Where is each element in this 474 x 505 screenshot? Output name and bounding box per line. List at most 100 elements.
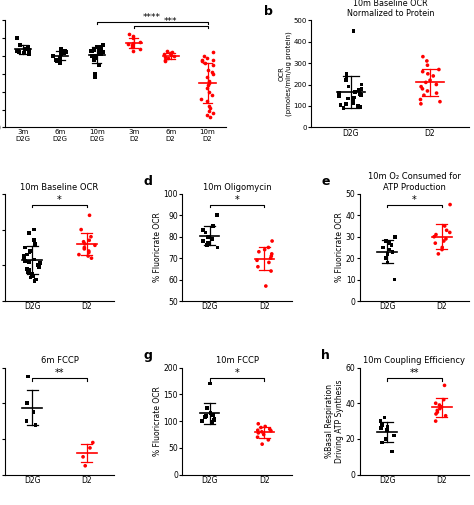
Y-axis label: %Basal Respiration
Driving ATP Synthesis: %Basal Respiration Driving ATP Synthesis	[325, 379, 345, 463]
Point	[385, 239, 393, 247]
Point	[417, 83, 425, 91]
Text: **: **	[410, 368, 419, 378]
Point	[87, 46, 94, 55]
Point	[161, 53, 168, 61]
Title: 10m Baseline OCR
Normalized to Protein: 10m Baseline OCR Normalized to Protein	[346, 0, 434, 18]
Point	[26, 50, 33, 58]
Point	[349, 95, 357, 104]
Point	[97, 45, 105, 53]
Point	[432, 399, 439, 407]
Point	[137, 37, 144, 45]
Point	[198, 57, 206, 65]
Point	[203, 241, 210, 249]
Point	[85, 236, 93, 244]
Point	[203, 54, 210, 62]
Point	[209, 411, 217, 419]
Point	[100, 41, 107, 49]
Point	[261, 245, 268, 254]
Point	[96, 48, 104, 57]
Point	[84, 252, 92, 260]
Text: ***: ***	[164, 17, 177, 26]
Point	[446, 228, 454, 236]
Point	[356, 90, 364, 98]
Point	[257, 424, 265, 432]
Point	[205, 102, 213, 110]
Point	[210, 109, 217, 117]
Point	[62, 48, 70, 57]
Point	[85, 247, 92, 255]
Point	[20, 254, 28, 262]
Point	[129, 32, 137, 40]
Point	[35, 263, 43, 271]
Point	[207, 409, 214, 417]
Point	[210, 415, 218, 423]
Point	[200, 52, 208, 60]
Point	[255, 420, 262, 428]
Point	[382, 435, 389, 443]
Point	[23, 250, 31, 259]
Point	[203, 84, 211, 92]
Point	[163, 46, 171, 55]
Point	[166, 49, 173, 57]
Point	[443, 226, 450, 234]
Point	[97, 45, 104, 54]
Y-axis label: % Fluoricrate OCR: % Fluoricrate OCR	[153, 386, 162, 456]
Point	[206, 113, 214, 121]
Point	[209, 222, 217, 230]
Point	[203, 111, 210, 119]
Point	[201, 413, 209, 421]
Point	[209, 61, 217, 69]
Point	[255, 247, 263, 256]
Point	[350, 93, 358, 102]
Point	[129, 46, 137, 55]
Point	[128, 41, 136, 49]
Text: *: *	[412, 194, 417, 205]
Point	[422, 78, 429, 86]
Point	[30, 236, 38, 244]
Point	[16, 41, 24, 49]
Point	[92, 54, 100, 62]
Point	[13, 47, 21, 56]
Title: 10m Oligomycin: 10m Oligomycin	[203, 183, 271, 192]
Point	[25, 229, 33, 237]
Point	[429, 72, 437, 80]
Point	[91, 70, 99, 78]
Point	[205, 80, 212, 88]
Point	[30, 256, 37, 264]
Point	[136, 45, 144, 53]
Point	[442, 412, 449, 420]
Point	[378, 421, 386, 429]
Point	[266, 425, 273, 433]
Point	[424, 61, 431, 69]
Point	[433, 80, 440, 88]
Point	[87, 233, 95, 241]
Point	[89, 438, 97, 446]
Point	[432, 410, 440, 418]
Point	[199, 56, 206, 64]
Point	[357, 91, 365, 99]
Point	[208, 91, 215, 99]
Point	[435, 66, 443, 74]
Point	[81, 240, 89, 248]
Point	[389, 247, 396, 256]
Point	[382, 237, 390, 245]
Point	[20, 49, 27, 57]
Point	[82, 462, 89, 470]
Point	[129, 39, 137, 47]
Point	[56, 54, 64, 62]
Point	[95, 61, 103, 69]
Title: 10m FCCP: 10m FCCP	[216, 357, 258, 365]
Point	[350, 27, 357, 35]
Point	[434, 407, 441, 415]
Point	[357, 103, 365, 111]
Text: *: *	[235, 194, 239, 205]
Point	[436, 97, 444, 106]
Point	[254, 263, 262, 271]
Point	[267, 267, 275, 275]
Point	[208, 418, 216, 426]
Point	[382, 254, 390, 262]
Point	[381, 414, 388, 422]
Point	[61, 46, 69, 55]
Point	[340, 104, 347, 112]
Point	[203, 73, 211, 81]
